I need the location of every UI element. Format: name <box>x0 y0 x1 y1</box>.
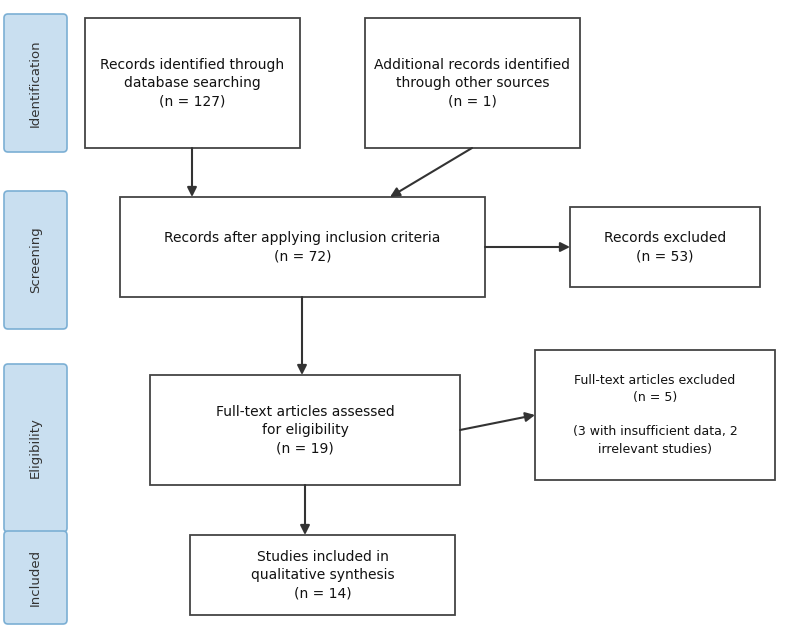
Bar <box>120 197 485 297</box>
FancyBboxPatch shape <box>4 364 67 532</box>
Bar <box>85 18 300 148</box>
Bar <box>570 207 760 287</box>
Text: Full-text articles assessed
for eligibility
(n = 19): Full-text articles assessed for eligibil… <box>216 404 394 455</box>
FancyBboxPatch shape <box>4 14 67 152</box>
Bar <box>535 350 775 480</box>
Bar <box>365 18 580 148</box>
Text: Screening: Screening <box>29 227 42 294</box>
Text: Identification: Identification <box>29 39 42 127</box>
FancyBboxPatch shape <box>4 531 67 624</box>
Text: Eligibility: Eligibility <box>29 418 42 478</box>
Text: Additional records identified
through other sources
(n = 1): Additional records identified through ot… <box>374 57 570 108</box>
Text: Records excluded
(n = 53): Records excluded (n = 53) <box>604 231 726 263</box>
Bar <box>150 375 460 485</box>
Text: Records after applying inclusion criteria
(n = 72): Records after applying inclusion criteri… <box>164 231 441 263</box>
FancyBboxPatch shape <box>4 191 67 329</box>
Text: Records identified through
database searching
(n = 127): Records identified through database sear… <box>101 57 285 108</box>
Text: Studies included in
qualitative synthesis
(n = 14): Studies included in qualitative synthesi… <box>250 549 394 600</box>
Bar <box>190 535 455 615</box>
Text: Full-text articles excluded
(n = 5)

(3 with insufficient data, 2
irrelevant stu: Full-text articles excluded (n = 5) (3 w… <box>573 374 738 455</box>
Text: Included: Included <box>29 549 42 606</box>
